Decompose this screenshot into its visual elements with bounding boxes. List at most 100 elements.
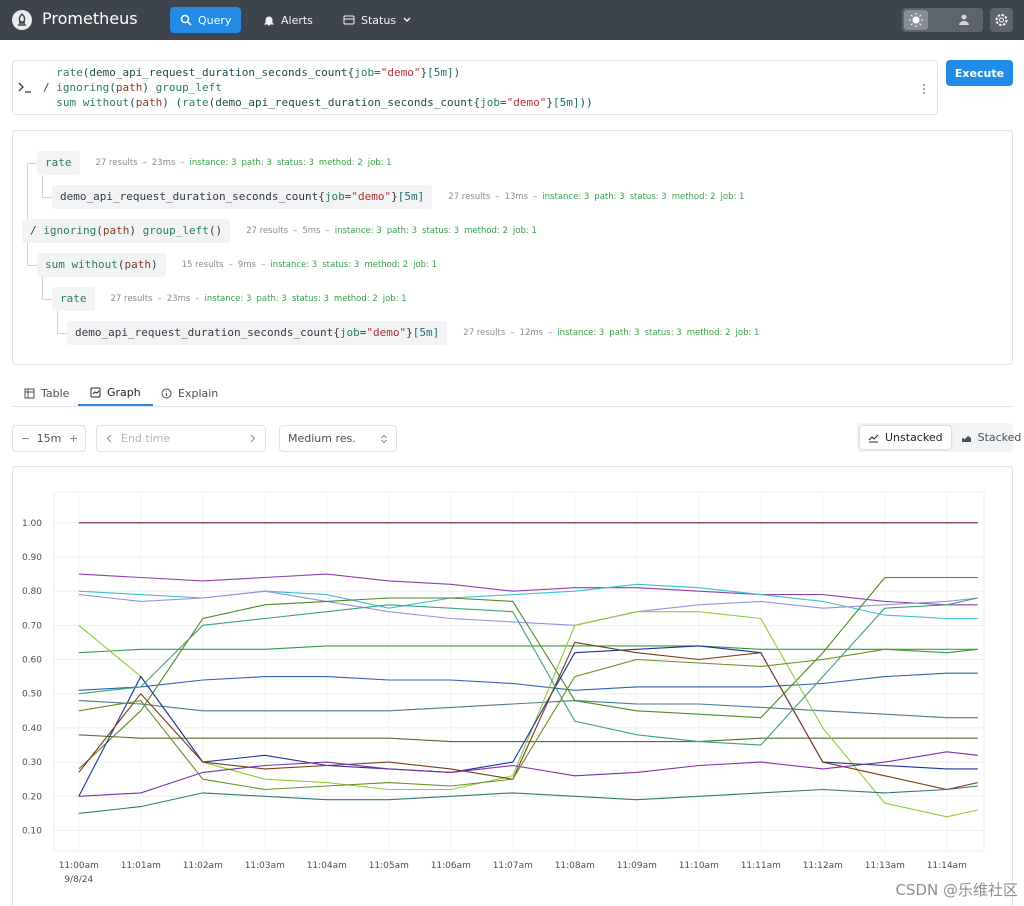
label-count: path: 3 (594, 192, 625, 202)
separator: – (157, 294, 162, 304)
code-token (43, 96, 56, 109)
stack-mode-label: Unstacked (885, 431, 943, 444)
nav-label: Status (361, 13, 397, 27)
label-count: status: 3 (322, 260, 360, 270)
label-count: method: 2 (464, 226, 508, 236)
series-line (78, 734, 978, 743)
tree-row: demo_api_request_duration_seconds_count{… (67, 321, 759, 345)
label-count: instance: 3 (270, 260, 318, 270)
code-token: "demo" (380, 66, 421, 79)
tree-connector (42, 299, 52, 300)
y-tick-label: 0.40 (22, 724, 42, 734)
nav-alerts[interactable]: Alerts (253, 7, 323, 33)
result-count: 15 results (181, 260, 224, 270)
x-tick-label: 11:08am (555, 861, 595, 871)
nav-status[interactable]: Status (333, 7, 422, 33)
tree-connector (57, 333, 67, 334)
menu-icon[interactable] (921, 83, 927, 95)
stack-mode[interactable]: Stacked (953, 426, 1024, 449)
label-count: method: 2 (333, 294, 378, 304)
code-token: demo_api_request_duration_seconds_count{ (75, 326, 340, 339)
label-count: path: 3 (256, 294, 287, 304)
tab[interactable]: Graph (78, 380, 153, 406)
tree-connector (42, 163, 43, 197)
label-count: job: 1 (720, 192, 745, 202)
watermark: CSDN @乐维社区 (895, 881, 1018, 899)
code-token: } (391, 190, 398, 203)
plot-area (53, 491, 985, 852)
tree-node: rate (52, 287, 95, 311)
range-input[interactable]: 15m (12, 425, 86, 452)
code-token: = (359, 326, 367, 339)
code-token (76, 96, 83, 109)
nav-query[interactable]: Query (170, 7, 242, 33)
series-line (78, 751, 978, 797)
nav-label: Query (198, 13, 232, 27)
x-tick-label: 11:01am (121, 861, 161, 871)
duration: 9ms (237, 260, 256, 270)
label-count: method: 2 (671, 192, 716, 202)
result-count: 27 results (463, 328, 506, 338)
x-tick-label: 11:02am (183, 861, 223, 871)
resolution-value: Medium res. (288, 432, 356, 445)
icon (343, 15, 355, 25)
theme-icons[interactable] (902, 8, 983, 32)
tab[interactable]: Table (12, 380, 81, 406)
code-token: ( (109, 81, 116, 94)
code-token: [5m] (412, 326, 440, 339)
increase-icon[interactable] (69, 434, 77, 443)
settings[interactable] (990, 8, 1013, 32)
code-token: "demo" (506, 96, 547, 109)
end-time-placeholder: End time (121, 432, 171, 445)
query-editor[interactable] (12, 60, 938, 115)
tree-row: / ignoring(path) group_left() 27 results –… (22, 219, 537, 243)
separator: – (195, 294, 200, 304)
query-line: / ignoring(path) group_left (43, 81, 222, 94)
code-token: ) ( (162, 96, 183, 109)
resolution-select[interactable]: Medium res. (279, 425, 397, 452)
separator: – (142, 158, 147, 168)
code-token: } (420, 66, 428, 79)
brand[interactable]: Prometheus (42, 9, 138, 28)
prev-icon[interactable] (105, 434, 113, 443)
separator: – (293, 226, 298, 236)
decrease-icon[interactable] (21, 434, 29, 443)
code-token: group_left (142, 224, 209, 237)
label-count: path: 3 (609, 328, 640, 338)
code-token: = (374, 66, 381, 79)
icon (403, 17, 411, 23)
x-tick-label: 11:10am (679, 861, 719, 871)
execute-button[interactable]: Execute (946, 60, 1013, 86)
code-token (43, 66, 56, 79)
x-tick-label: 11:00am (59, 861, 99, 871)
tree-node: demo_api_request_duration_seconds_count{… (67, 321, 448, 345)
code-token: ( (96, 224, 103, 237)
stack-mode[interactable]: Unstacked (860, 426, 951, 449)
label-count: instance: 3 (204, 294, 252, 304)
separator: – (260, 260, 266, 270)
code-token: path (102, 224, 130, 237)
x-tick-label: 11:04am (307, 861, 347, 871)
label-count: status: 3 (644, 328, 682, 338)
series-line (78, 645, 978, 797)
series-line (78, 645, 978, 654)
tree-node: / ignoring(path) group_left() (22, 219, 231, 243)
tree-connector (42, 197, 52, 198)
code-token: () (208, 224, 223, 237)
label-count: job: 1 (735, 328, 760, 338)
tree-node: rate (37, 151, 80, 175)
code-token: job (480, 96, 501, 109)
code-token: rate (60, 292, 87, 305)
node-stats: 27 results –5ms – instance: 3 path: 3 status:… (246, 226, 537, 236)
code-token: } (406, 326, 413, 339)
icon (180, 14, 192, 26)
code-token: job (354, 66, 375, 79)
theme-toggle (902, 8, 983, 32)
end-time-input[interactable]: End time (96, 425, 266, 452)
y-tick-label: 0.20 (22, 792, 42, 802)
code-token: [5m] (397, 190, 425, 203)
next-icon[interactable] (249, 434, 257, 443)
tab[interactable]: Explain (149, 380, 230, 406)
duration: 13ms (504, 192, 529, 202)
